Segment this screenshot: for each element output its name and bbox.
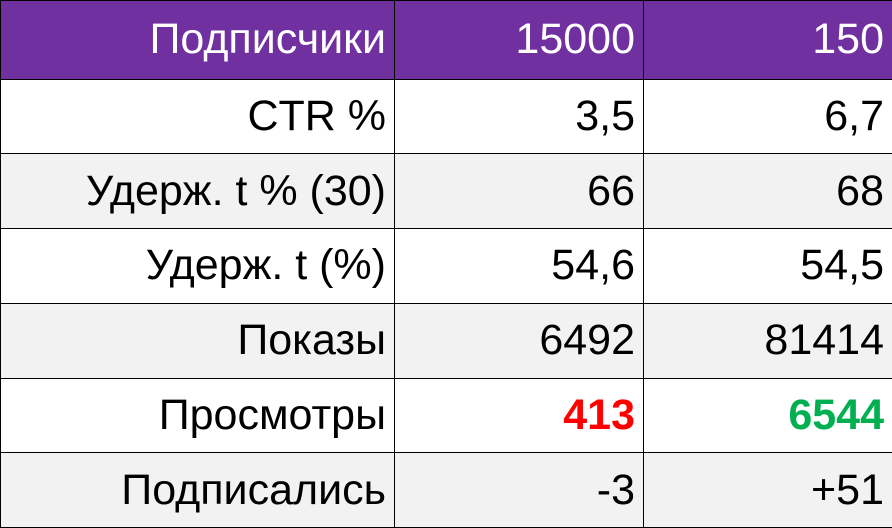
data-row: CTR % 3,5 6,7 (0, 78, 892, 155)
value-cell: +51 (643, 452, 892, 528)
value-cell: 413 (394, 377, 644, 454)
data-row: Показы 6492 81414 (0, 302, 892, 379)
value-cell: 3,5 (394, 78, 644, 155)
value-cell: 54,5 (643, 228, 892, 304)
row-label: CTR % (0, 78, 395, 155)
data-row: Удерж. t (%) 54,6 54,5 (0, 228, 892, 304)
row-label: Удерж. t (%) (0, 228, 395, 304)
value-cell: 81414 (643, 302, 892, 379)
data-row: Просмотры 413 6544 (0, 377, 892, 454)
row-label: Подписались (0, 452, 395, 528)
row-label: Удерж. t % (30) (0, 153, 395, 230)
header-cell: 15000 (394, 0, 644, 80)
data-row: Удерж. t % (30) 66 68 (0, 153, 892, 230)
value-cell: 66 (394, 153, 644, 230)
data-row: Подписались -3 +51 (0, 452, 892, 528)
header-cell: Подписчики (0, 0, 395, 80)
value-cell: 68 (643, 153, 892, 230)
value-cell: -3 (394, 452, 644, 528)
value-cell: 54,6 (394, 228, 644, 304)
value-cell: 6,7 (643, 78, 892, 155)
row-label: Просмотры (0, 377, 395, 454)
header-row: Подписчики 15000 150 (0, 0, 892, 80)
value-cell: 6492 (394, 302, 644, 379)
header-cell: 150 (643, 0, 892, 80)
row-label: Показы (0, 302, 395, 379)
value-cell: 6544 (643, 377, 892, 454)
